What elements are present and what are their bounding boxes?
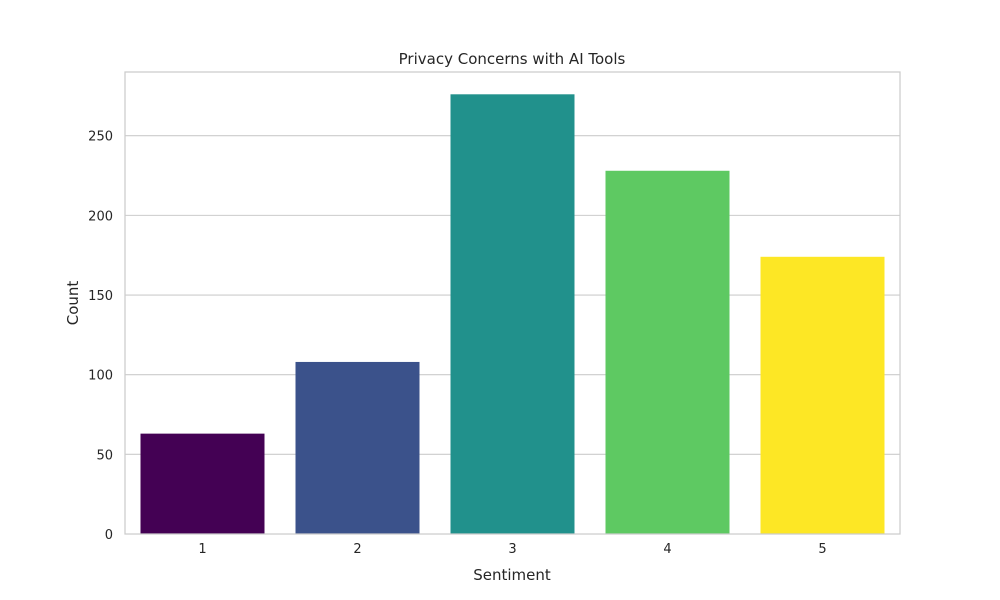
bar-5: [760, 256, 885, 534]
y-tick-labels: 0 50 100 150 200 250: [88, 130, 113, 543]
x-tick-label: 5: [818, 542, 826, 557]
y-tick-label: 150: [88, 289, 113, 304]
y-tick-label: 0: [105, 528, 113, 543]
x-axis-label: Sentiment: [473, 566, 551, 584]
x-tick-label: 4: [663, 542, 671, 557]
x-tick-label: 1: [198, 542, 206, 557]
y-tick-label: 200: [88, 209, 113, 224]
bar-1: [140, 433, 265, 534]
x-tick-label: 3: [508, 542, 516, 557]
x-tick-labels: 1 2 3 4 5: [198, 542, 826, 557]
y-tick-label: 100: [88, 369, 113, 384]
bars: [140, 94, 885, 535]
plot-frame: [124, 71, 901, 535]
y-axis-label: Count: [64, 281, 82, 326]
bar-4: [605, 170, 730, 535]
y-tick-label: 50: [96, 448, 113, 463]
chart-title: Privacy Concerns with AI Tools: [399, 50, 626, 68]
bar-3: [450, 94, 575, 534]
y-tick-label: 250: [88, 130, 113, 145]
bar-2: [295, 361, 420, 534]
x-tick-label: 2: [353, 542, 361, 557]
